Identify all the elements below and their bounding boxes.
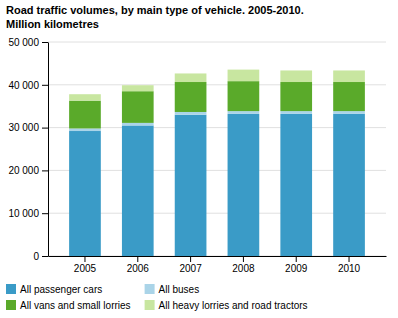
x-axis: 2005 2006 2007 2008 2009 2010 [49,256,387,274]
bar [122,91,154,123]
bars [69,70,365,256]
bar [333,82,365,111]
tick-mark [42,42,48,43]
bar [175,112,207,115]
series [69,70,365,101]
tick-mark [137,256,138,262]
tick: 2006 [127,256,150,274]
y-axis: 0 10 000 20 000 30 000 40 000 50 000 [8,37,48,262]
tick: 2005 [74,256,97,274]
tick-label: 10 000 [8,208,39,219]
tick: 2008 [232,256,255,274]
bar [69,101,101,129]
bar [333,111,365,114]
tick: 2010 [338,256,361,274]
bar [122,125,154,256]
bar [122,123,154,126]
grid-line [48,42,386,43]
bar [333,114,365,256]
bar [69,94,101,100]
axis-line [48,43,49,257]
bar [175,115,207,256]
legend-swatch [145,284,155,294]
tick-mark [190,256,191,262]
legend-item: All buses [145,284,200,295]
legend-label: All vans and small lorries [20,300,131,311]
bar [333,70,365,82]
tick-mark [42,256,48,257]
tick: 30 000 [8,122,48,133]
bar [228,114,260,256]
tick-mark [42,128,48,129]
plot: 010 00020 00030 00040 00050 000200520062… [8,37,386,274]
tick: 40 000 [8,80,48,91]
legend: All passenger cars All buses All vans and … [6,284,308,311]
tick-label: 20 000 [8,165,39,176]
bar [175,73,207,82]
bar [122,85,154,91]
tick-label: 2009 [285,263,308,274]
series [69,111,365,131]
bar [280,82,312,111]
tick-label: 2007 [179,263,202,274]
bar [228,70,260,82]
tick: 2009 [285,256,308,274]
legend-item: All passenger cars [6,284,102,295]
series [69,114,365,256]
subtitle: Million kilometres [6,18,99,30]
legend-label: All passenger cars [20,284,102,295]
tick-mark [42,170,48,171]
bar [280,114,312,256]
bar [280,111,312,114]
tick-label: 2005 [74,263,97,274]
legend-label: All buses [159,284,200,295]
bar [228,111,260,114]
bar [175,82,207,112]
grid [48,42,386,256]
legend-label: All heavy lorries and road tractors [159,300,308,311]
tick-mark [42,213,48,214]
tick: 10 000 [8,208,48,219]
legend-item: All heavy lorries and road tractors [145,300,308,311]
bar [280,70,312,82]
tick: 20 000 [8,165,48,176]
bar [69,128,101,131]
legend-swatch [6,284,16,294]
tick-label: 2006 [127,263,150,274]
tick-mark [296,256,297,262]
tick: 2007 [179,256,202,274]
bar [69,131,101,256]
tick-label: 30 000 [8,122,39,133]
tick: 0 [33,251,48,262]
tick: 50 000 [8,37,48,48]
legend-swatch [6,300,16,310]
chart: Road traffic volumes, by main type of ve… [0,0,398,318]
tick-label: 2008 [232,263,255,274]
tick-label: 40 000 [8,80,39,91]
tick-label: 50 000 [8,37,39,48]
legend-item: All vans and small lorries [6,300,131,311]
tick-mark [349,256,350,262]
tick-mark [84,256,85,262]
tick-mark [243,256,244,262]
tick-mark [42,85,48,86]
tick-label: 2010 [338,263,361,274]
axis-line [49,256,387,257]
title: Road traffic volumes, by main type of ve… [6,4,304,16]
tick-label: 0 [33,251,39,262]
bar [228,81,260,111]
legend-swatch [145,300,155,310]
series [69,81,365,128]
